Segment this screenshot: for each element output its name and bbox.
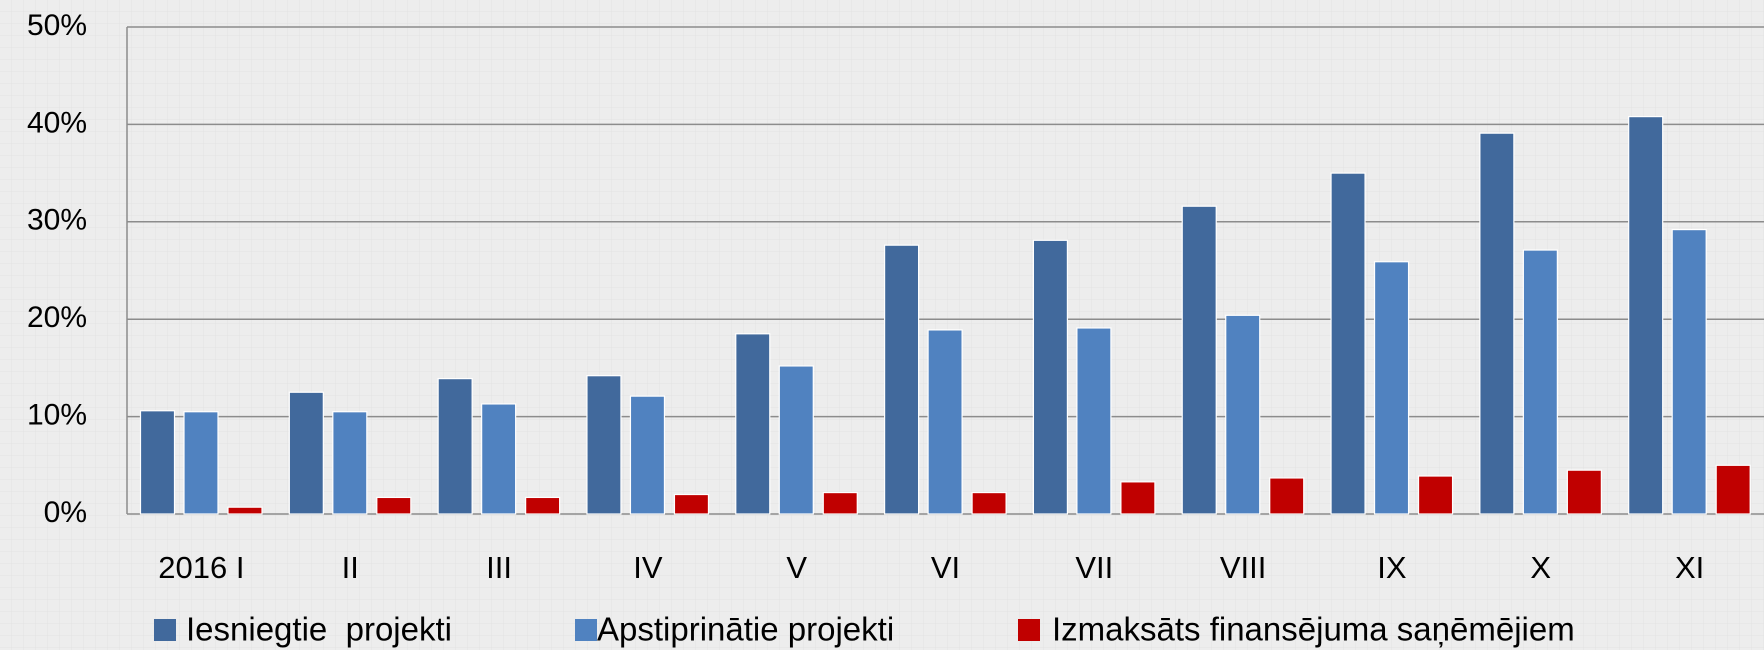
x-tick-label: IV — [633, 550, 663, 585]
bar — [1671, 228, 1707, 515]
bar — [1417, 475, 1454, 515]
bar — [778, 365, 814, 515]
legend-label: Apstiprinātie projekti — [597, 611, 894, 648]
y-tick-label: 50% — [27, 9, 87, 42]
bar — [1269, 477, 1305, 515]
y-tick-label: 20% — [27, 301, 87, 334]
legend-label: Iesniegtie projekti — [186, 611, 452, 648]
bar — [183, 411, 219, 515]
bar — [735, 333, 771, 515]
bar — [288, 391, 324, 515]
x-tick-label: IX — [1377, 550, 1407, 585]
x-tick-label: V — [786, 550, 807, 585]
bar — [822, 491, 858, 515]
bar — [629, 395, 666, 515]
bar — [927, 329, 963, 515]
bar — [481, 403, 517, 515]
y-tick-label: 30% — [27, 204, 87, 237]
bar — [1225, 314, 1261, 515]
x-tick-label: VI — [931, 550, 960, 585]
x-tick-label: XI — [1675, 550, 1704, 585]
legend-label: Izmaksāts finansējuma saņēmējiem — [1052, 611, 1575, 648]
bar — [525, 496, 561, 515]
x-tick-label: III — [486, 550, 512, 585]
x-tick-label: X — [1530, 550, 1551, 585]
bar — [1479, 132, 1515, 515]
bar — [1076, 327, 1112, 515]
bar — [1120, 481, 1156, 515]
bar — [1181, 205, 1217, 515]
bar — [1566, 469, 1602, 515]
bar — [586, 375, 622, 515]
bar — [1628, 116, 1664, 515]
bar — [971, 491, 1007, 515]
y-tick-label: 0% — [44, 496, 87, 529]
bar — [1373, 261, 1410, 515]
legend-swatch — [1018, 619, 1040, 641]
bar — [1522, 249, 1558, 515]
x-tick-label: II — [342, 550, 359, 585]
bar — [1715, 464, 1751, 515]
x-tick-label: VII — [1075, 550, 1113, 585]
bar — [1032, 239, 1069, 515]
bar — [1330, 172, 1366, 515]
bar — [673, 493, 710, 515]
bar — [437, 378, 473, 515]
bar — [332, 411, 368, 515]
y-tick-label: 40% — [27, 106, 87, 139]
x-tick-label: VIII — [1220, 550, 1267, 585]
bar — [376, 496, 412, 515]
legend-swatch — [575, 619, 597, 641]
y-tick-label: 10% — [27, 399, 87, 432]
bar — [227, 506, 263, 515]
x-tick-label: 2016 I — [158, 550, 244, 585]
bar — [139, 410, 176, 515]
legend-swatch — [154, 619, 176, 641]
bar — [883, 244, 920, 515]
